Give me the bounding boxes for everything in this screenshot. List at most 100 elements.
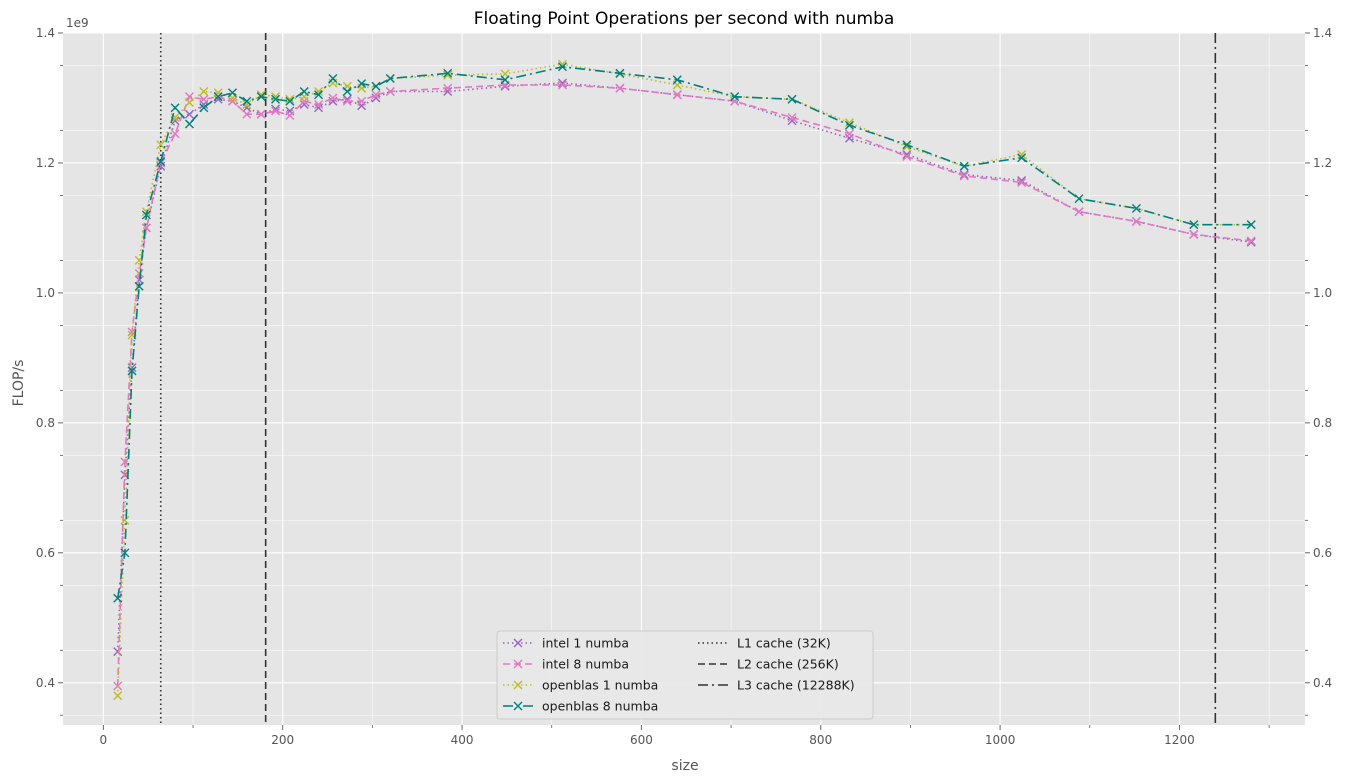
data-point-marker [170,103,180,113]
y-tick-label: 0.4 [36,676,55,690]
grid [63,32,1305,725]
data-point-marker [314,90,324,100]
legend-marker [513,701,523,711]
data-point-marker [443,68,453,78]
data-point-marker [357,79,367,89]
x-axis-label: size [671,758,698,774]
data-point-marker [1017,153,1027,163]
data-point-marker [844,120,854,130]
data-point-marker [184,98,194,108]
y-right-tick-label: 0.8 [1313,416,1332,430]
legend-label: openblas 8 numba [542,699,658,714]
reference-lines [159,33,1217,725]
x-tick-label: 200 [271,733,294,747]
data-point-marker [134,281,144,291]
y-tick-label: 1.0 [36,286,55,300]
y-offset-label: 1e9 [66,16,89,30]
data-point-marker [557,80,567,90]
x-tick-label: 1200 [1164,733,1195,747]
data-point-marker [199,103,209,113]
data-point-marker [385,73,395,83]
legend-label: intel 8 numba [542,657,629,672]
data-point-marker [787,94,797,104]
data-point-marker [342,96,352,106]
data-point-marker [615,83,625,93]
data-point-marker [1017,150,1027,160]
data-point-marker [672,90,682,100]
data-point-marker [242,103,252,113]
y-tick-label: 0.8 [36,416,55,430]
data-point-marker [285,94,295,104]
series-layer [113,59,1256,701]
data-point-marker [156,157,166,167]
data-point-marker [314,103,324,113]
data-point-marker [314,99,324,109]
data-point-marker [342,86,352,96]
data-point-marker [134,268,144,278]
data-point-marker [1017,177,1027,187]
data-point-marker [213,94,223,104]
data-point-marker [844,118,854,128]
data-point-marker [1246,220,1256,230]
legend-label: intel 1 numba [542,636,629,651]
y-tick-label: 0.6 [36,546,55,560]
chart-title: Floating Point Operations per second wit… [474,9,895,29]
data-point-marker [271,94,281,104]
y-tick-label: 1.2 [36,156,55,170]
data-point-marker [902,151,912,161]
data-point-marker [127,366,137,376]
data-point-marker [134,275,144,285]
data-point-marker [299,86,309,96]
x-tick-label: 600 [630,733,653,747]
data-point-marker [1189,229,1199,239]
data-point-marker [227,96,237,106]
x-tick-label: 800 [809,733,832,747]
plot-background [63,33,1305,725]
x-tick-label: 400 [451,733,474,747]
data-point-marker [113,593,123,603]
data-point-marker [902,140,912,150]
data-point-marker [113,647,123,657]
data-point-marker [1074,194,1084,204]
legend-label: L1 cache (32K) [737,636,831,651]
data-point-marker [328,73,338,83]
data-point-marker [371,90,381,100]
data-point-marker [959,171,969,181]
ticks: 0 200 400 600 800 1000 1200 0.4 0.4 0.6 0.6 0.8 0.8 1… [36,26,1332,747]
data-point-marker [213,92,223,102]
y-axis-label: FLOP/s [11,360,27,407]
data-point-marker [271,106,281,116]
data-point-marker [1074,207,1084,217]
data-point-marker [500,81,510,91]
data-point-marker [141,223,151,233]
data-point-marker [1246,237,1256,247]
data-point-marker [500,75,510,85]
y-tick-label: 1.4 [36,26,55,40]
data-point-marker [242,99,252,109]
legend-label: L3 cache (12288K) [737,678,855,693]
data-point-marker [242,96,252,106]
data-point-marker [285,111,295,121]
y-right-tick-label: 0.6 [1313,546,1332,560]
y-right-tick-label: 0.4 [1313,676,1332,690]
data-point-marker [844,129,854,139]
data-point-marker [127,363,137,373]
data-point-marker [1189,220,1199,230]
data-point-marker [256,92,266,102]
data-point-marker [787,112,797,122]
data-point-marker [170,129,180,139]
legend-box [496,630,874,720]
data-point-marker [1131,216,1141,226]
data-point-marker [199,86,209,96]
data-point-marker [141,210,151,220]
data-point-marker [184,119,194,129]
data-point-marker [1246,236,1256,246]
data-point-marker [385,86,395,96]
data-point-marker [242,109,252,119]
data-point-marker [141,207,151,217]
y-right-tick-label: 1.2 [1313,156,1332,170]
data-point-marker [1131,203,1141,213]
data-point-marker [371,81,381,91]
data-point-marker [156,140,166,150]
